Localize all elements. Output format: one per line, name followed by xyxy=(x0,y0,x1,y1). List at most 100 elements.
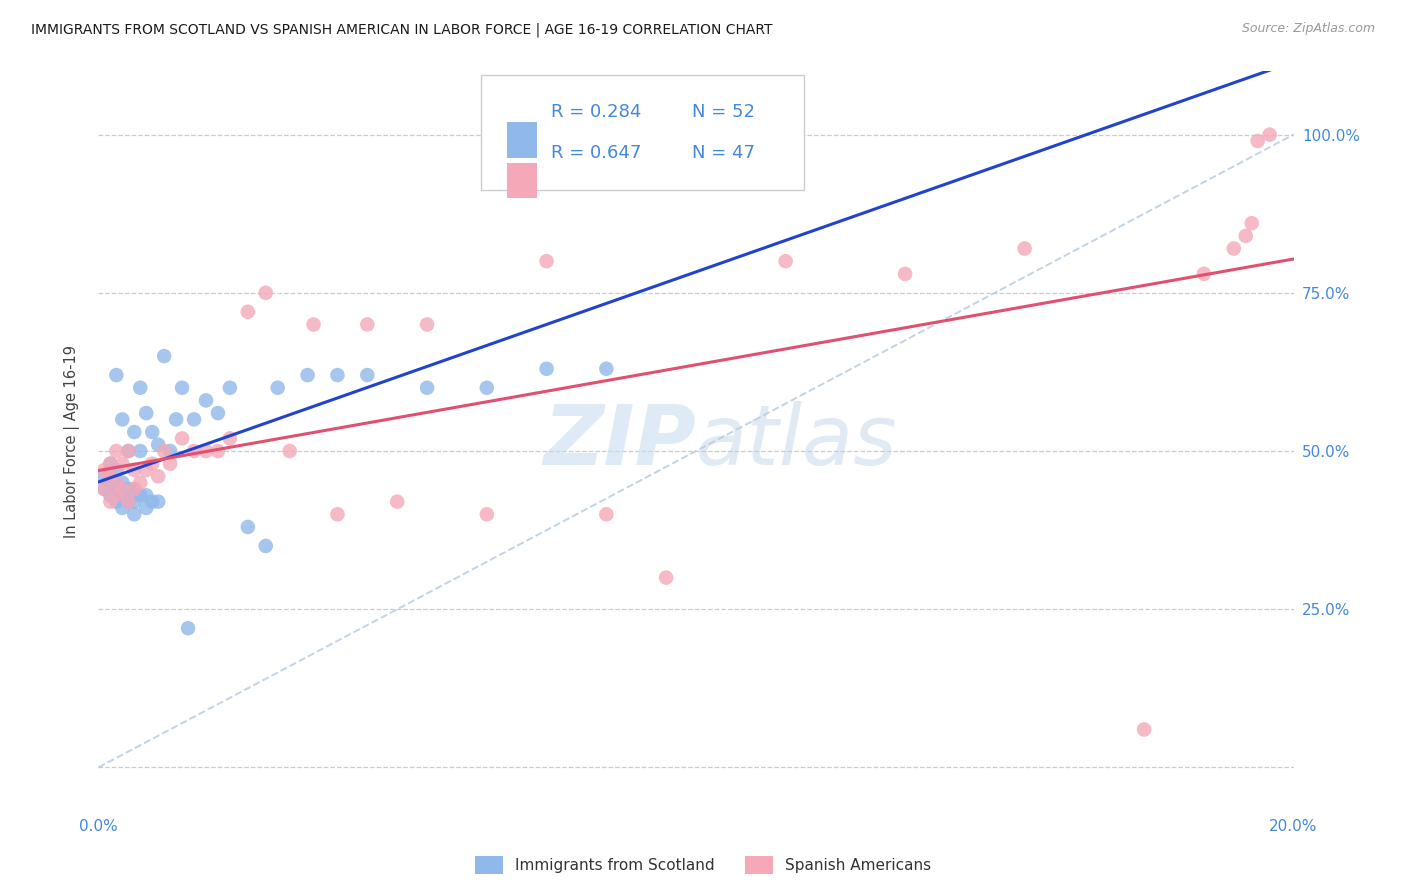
Point xyxy=(326,368,349,383)
Point xyxy=(111,475,134,490)
FancyBboxPatch shape xyxy=(481,75,804,190)
Point xyxy=(141,457,163,471)
Point xyxy=(124,482,146,496)
Point xyxy=(105,368,128,383)
Point xyxy=(153,349,176,363)
Point xyxy=(98,469,122,483)
Point xyxy=(124,482,146,496)
Point xyxy=(356,368,378,383)
Point xyxy=(172,431,194,445)
Point xyxy=(93,482,115,496)
Point xyxy=(385,494,409,508)
Point xyxy=(141,425,163,439)
Point xyxy=(117,444,139,458)
Point xyxy=(236,520,259,534)
Point xyxy=(124,508,146,522)
Point xyxy=(135,463,157,477)
Point xyxy=(1234,228,1257,243)
Point xyxy=(105,475,128,490)
Point xyxy=(297,368,319,383)
Point xyxy=(416,318,439,332)
Point xyxy=(775,254,797,268)
Point xyxy=(177,621,200,635)
Point xyxy=(98,475,122,490)
Point xyxy=(183,412,205,426)
Point xyxy=(93,469,115,483)
Point xyxy=(356,318,378,332)
Point xyxy=(326,508,349,522)
Point xyxy=(302,318,325,332)
Point xyxy=(105,494,128,508)
Point xyxy=(1133,723,1156,737)
Point xyxy=(111,500,134,515)
Point xyxy=(183,444,205,458)
Point xyxy=(1240,216,1263,230)
Text: Source: ZipAtlas.com: Source: ZipAtlas.com xyxy=(1241,22,1375,36)
Point xyxy=(165,412,187,426)
Point xyxy=(207,406,229,420)
Point xyxy=(105,463,128,477)
Point xyxy=(105,488,128,502)
Point xyxy=(111,412,134,426)
Point xyxy=(98,457,122,471)
Point xyxy=(416,381,439,395)
Point xyxy=(129,381,152,395)
Point xyxy=(93,482,115,496)
Point xyxy=(1192,267,1215,281)
Point xyxy=(129,475,152,490)
Point xyxy=(98,494,122,508)
Legend: Immigrants from Scotland, Spanish Americans: Immigrants from Scotland, Spanish Americ… xyxy=(470,850,936,880)
Point xyxy=(153,444,176,458)
Point xyxy=(236,305,259,319)
Point xyxy=(105,444,128,458)
Point xyxy=(124,425,146,439)
Point xyxy=(254,539,277,553)
Y-axis label: In Labor Force | Age 16-19: In Labor Force | Age 16-19 xyxy=(65,345,80,538)
Point xyxy=(207,444,229,458)
Point xyxy=(98,488,122,502)
Point xyxy=(278,444,301,458)
Point xyxy=(536,254,558,268)
Point xyxy=(1014,242,1036,256)
Point xyxy=(124,494,146,508)
Point xyxy=(148,494,170,508)
Point xyxy=(111,457,134,471)
Text: atlas: atlas xyxy=(696,401,897,482)
Point xyxy=(98,457,122,471)
Point xyxy=(111,488,134,502)
Point xyxy=(267,381,290,395)
Point xyxy=(475,508,498,522)
Point xyxy=(595,146,617,161)
Text: N = 52: N = 52 xyxy=(692,103,755,121)
Point xyxy=(219,431,242,445)
Point xyxy=(111,482,134,496)
Point xyxy=(148,469,170,483)
Point xyxy=(105,475,128,490)
Point xyxy=(475,381,498,395)
Point xyxy=(655,571,678,585)
Text: IMMIGRANTS FROM SCOTLAND VS SPANISH AMERICAN IN LABOR FORCE | AGE 16-19 CORRELAT: IMMIGRANTS FROM SCOTLAND VS SPANISH AMER… xyxy=(31,22,772,37)
Point xyxy=(195,393,218,408)
Point xyxy=(159,444,181,458)
Point xyxy=(1223,242,1246,256)
Text: R = 0.647: R = 0.647 xyxy=(551,144,641,161)
Point xyxy=(93,463,115,477)
Point xyxy=(141,494,163,508)
Point xyxy=(124,463,146,477)
Point xyxy=(595,361,617,376)
Point xyxy=(195,444,218,458)
Text: R = 0.284: R = 0.284 xyxy=(551,103,641,121)
Point xyxy=(148,438,170,452)
Point xyxy=(117,482,139,496)
Point xyxy=(135,406,157,420)
Point xyxy=(894,267,917,281)
Point xyxy=(105,482,128,496)
Point xyxy=(1258,128,1281,142)
Point xyxy=(135,500,157,515)
Point xyxy=(117,444,139,458)
Point xyxy=(117,494,139,508)
Point xyxy=(254,285,277,300)
Point xyxy=(1247,134,1270,148)
Point xyxy=(219,381,242,395)
Point xyxy=(159,457,181,471)
